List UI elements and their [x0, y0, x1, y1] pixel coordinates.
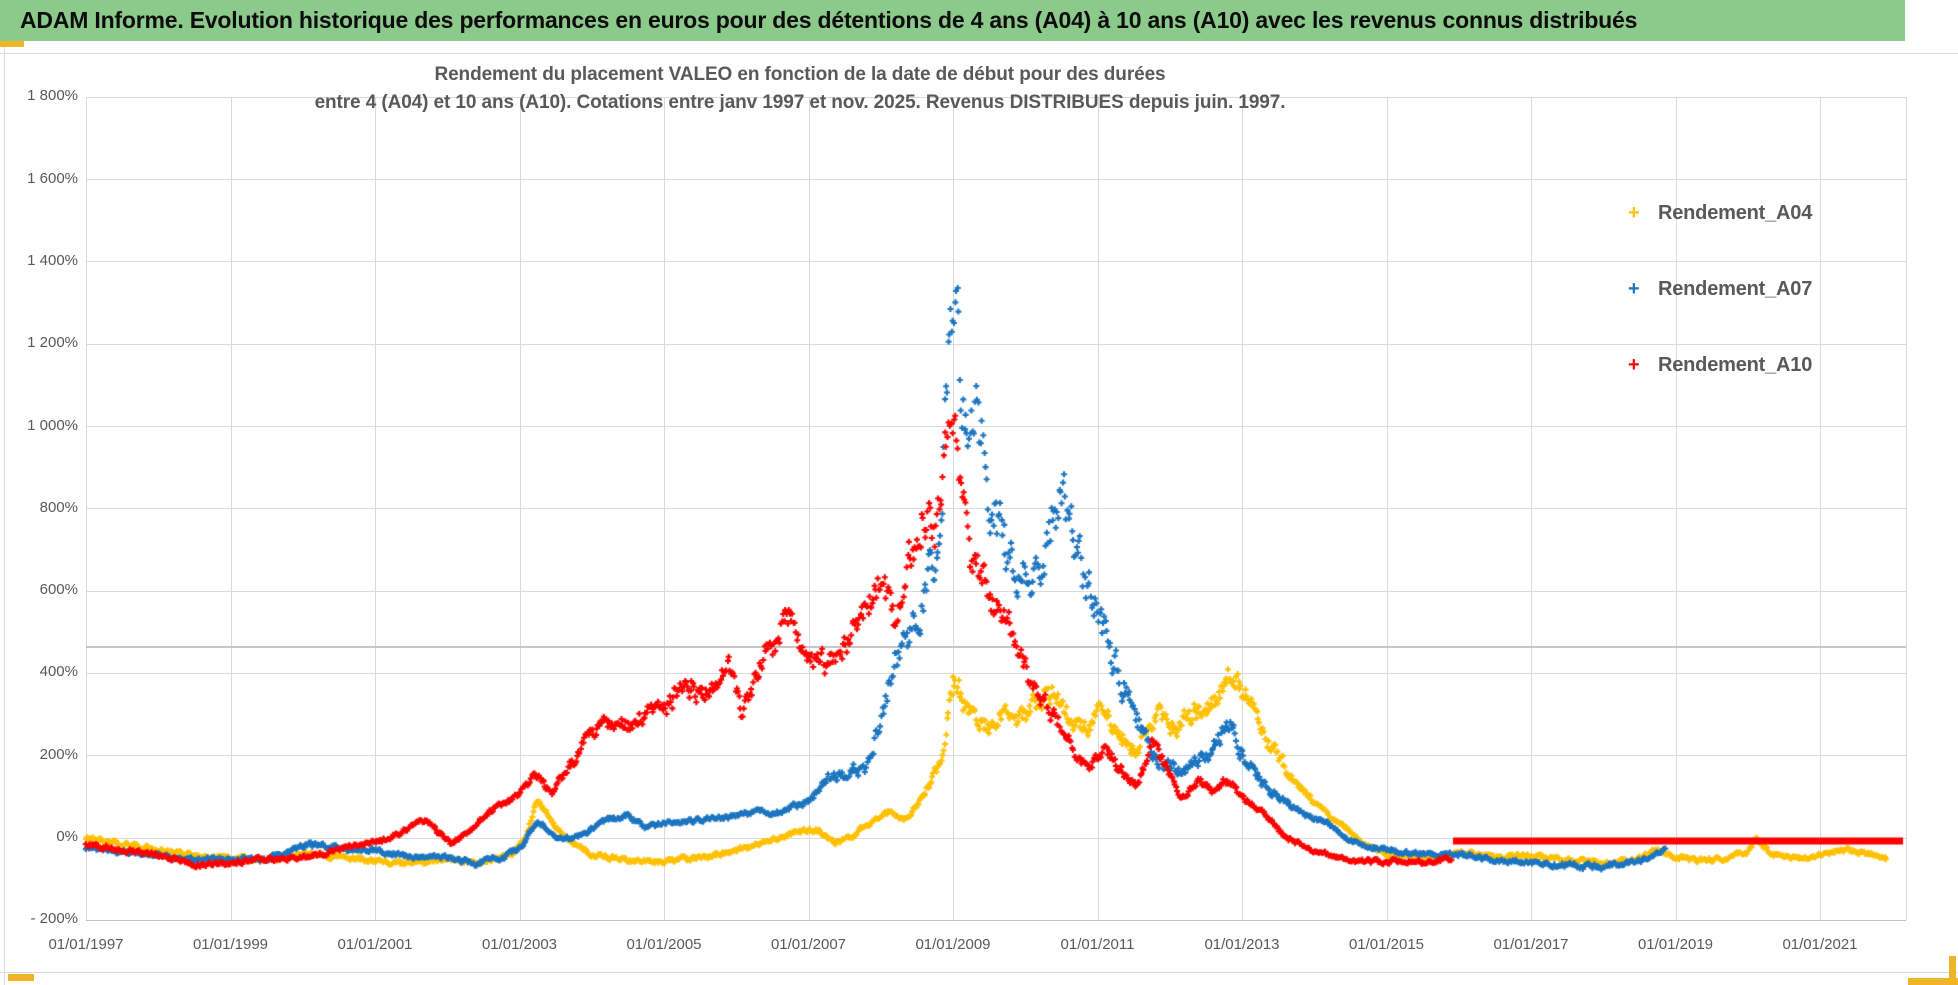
x-tick-label: 01/01/1999 — [192, 936, 269, 953]
y-tick-label: 0% — [56, 828, 78, 845]
bottom-right-accent-horizontal — [1908, 978, 1958, 985]
y-tick-label: - 200% — [30, 910, 78, 928]
x-tick-label: 01/01/1997 — [48, 936, 124, 953]
legend-item-rendement_a04: + Rendement_A04 — [1628, 196, 1812, 230]
legend-item-rendement_a10: + Rendement_A10 — [1628, 348, 1812, 382]
header-tab-accent — [0, 41, 24, 47]
x-tick-label: 01/01/2021 — [1782, 936, 1858, 953]
plus-marker-icon: + — [1628, 278, 1640, 300]
plus-marker-icon: + — [1628, 354, 1640, 376]
y-tick-label: 600% — [39, 581, 78, 599]
y-tick-label: 200% — [39, 745, 78, 763]
x-tick-label: 01/01/2009 — [915, 936, 991, 953]
legend-label: Rendement_A10 — [1658, 353, 1813, 376]
legend-item-rendement_a07: + Rendement_A07 — [1628, 272, 1812, 306]
y-tick-label: 1 000% — [27, 416, 78, 434]
bottom-left-accent — [8, 974, 34, 981]
x-tick-label: 01/01/2019 — [1637, 936, 1714, 953]
y-tick-label: 800% — [39, 498, 78, 516]
bottom-right-accent-vertical — [1949, 956, 1956, 985]
y-tick-label: 1 400% — [27, 251, 78, 269]
x-tick-label: 01/01/2015 — [1348, 936, 1425, 953]
y-tick-label: 400% — [39, 663, 78, 681]
x-tick-label: 01/01/2007 — [770, 936, 847, 953]
plus-marker-icon: + — [1628, 202, 1640, 224]
x-tick-label: 01/01/2013 — [1204, 936, 1280, 953]
x-tick-label: 01/01/2011 — [1060, 936, 1135, 953]
y-tick-label: 1 800% — [27, 87, 78, 105]
legend-label: Rendement_A04 — [1658, 201, 1813, 224]
y-tick-label: 1 200% — [27, 334, 78, 352]
x-tick-label: 01/01/2005 — [626, 936, 702, 953]
header-title: ADAM Informe. Evolution historique des p… — [20, 7, 1638, 33]
legend-label: Rendement_A07 — [1658, 277, 1813, 300]
header-banner: ADAM Informe. Evolution historique des p… — [0, 0, 1905, 41]
chart-title-line1: Rendement du placement VALEO en fonction… — [434, 64, 1166, 85]
x-tick-label: 01/01/2017 — [1493, 936, 1569, 953]
x-tick-label: 01/01/2001 — [337, 936, 413, 953]
x-tick-label: 01/01/2003 — [481, 936, 558, 953]
chart-title-line2: entre 4 (A04) et 10 ans (A10). Cotations… — [314, 92, 1286, 113]
y-tick-label: 1 600% — [27, 169, 78, 187]
